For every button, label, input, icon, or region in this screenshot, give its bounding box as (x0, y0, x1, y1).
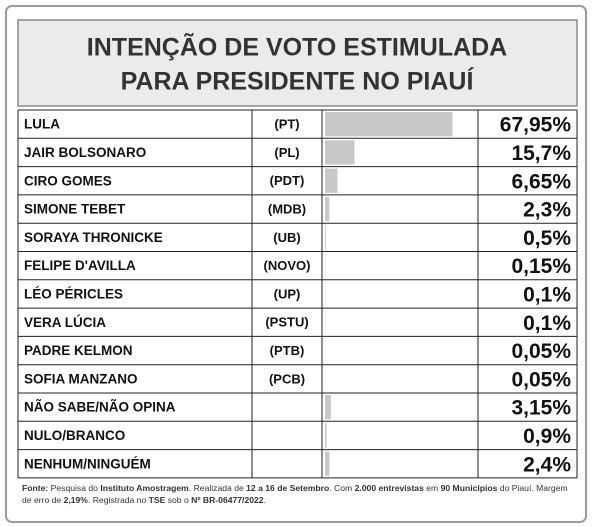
party: (PT) (274, 117, 299, 132)
value-label: 0,9% (523, 425, 571, 448)
source-text: em (423, 483, 441, 493)
candidate-name: SIMONE TEBET (24, 202, 126, 217)
party: (PDT) (270, 173, 305, 188)
bar (325, 140, 355, 165)
value-label: 6,65% (511, 170, 571, 193)
title-box (17, 19, 578, 107)
chart-title: INTENÇÃO DE VOTO ESTIMULADA (87, 32, 507, 62)
source-text: Pesquisa do (50, 483, 101, 493)
value-label: 0,05% (511, 368, 571, 391)
bar (325, 196, 330, 222)
source-text: do Piauí. Margem de erro de (22, 483, 568, 505)
bar (325, 225, 326, 250)
candidate-name: VERA LÚCIA (24, 315, 106, 330)
party: (MDB) (268, 201, 306, 216)
candidate-name: SOFIA MANZANO (24, 371, 138, 386)
source-text: Nº BR-06477/2022 (191, 495, 264, 505)
value-label: 0,05% (511, 340, 571, 363)
party: (UB) (273, 230, 300, 245)
value-label: 0,1% (523, 283, 571, 306)
candidate-name: LULA (24, 117, 60, 132)
bar (325, 395, 331, 420)
candidate-name: NULO/BRANCO (24, 428, 125, 443)
value-label: 15,7% (511, 142, 571, 165)
value-label: 0,15% (511, 255, 571, 278)
value-label: 0,1% (523, 312, 571, 335)
value-label: 2,4% (523, 453, 571, 476)
party: (PTB) (270, 343, 305, 358)
source-text: 90 Municípios (440, 483, 498, 493)
party: (PSTU) (265, 315, 308, 330)
value-label: 0,5% (523, 227, 571, 250)
source-text: . Registrada no (87, 495, 149, 505)
source-text: 2.000 entrevistas (354, 483, 424, 493)
source-text: sob o (165, 495, 192, 505)
candidate-name: PADRE KELMON (24, 343, 133, 358)
candidate-name: JAIR BOLSONARO (24, 145, 146, 160)
candidate-name: FELIPE D'AVILLA (24, 258, 136, 273)
source-text: TSE (148, 495, 166, 505)
value-label: 3,15% (511, 397, 571, 420)
candidate-name: NENHUM/NINGUÉM (24, 456, 151, 471)
source-note: Fonte: Pesquisa do Instituto Amostragem.… (22, 482, 574, 506)
bar (325, 168, 338, 193)
source-text: . Com (329, 483, 355, 493)
party: (PCB) (269, 371, 305, 386)
source-text: 2,19% (63, 495, 88, 505)
source-text: . (263, 495, 266, 505)
bar (325, 423, 327, 448)
source-text: Fonte: (22, 483, 51, 493)
candidate-name: CIRO GOMES (24, 173, 112, 188)
source-text: Instituto Amostragem (100, 483, 189, 493)
bar (325, 451, 330, 476)
candidate-name: LÉO PÉRICLES (24, 287, 123, 302)
source-text: . Realizada de (188, 483, 247, 493)
candidate-name: SORAYA THRONICKE (24, 230, 163, 245)
chart-title: PARA PRESIDENTE NO PIAUÍ (121, 67, 475, 96)
value-label: 67,95% (500, 114, 572, 137)
candidate-name: NÃO SABE/NÃO OPINA (24, 400, 176, 415)
source-text: 12 a 16 de Setembro (246, 483, 330, 493)
bar (325, 112, 453, 137)
party: (UP) (274, 286, 301, 301)
party: (PL) (274, 145, 299, 160)
value-label: 2,3% (523, 199, 571, 222)
party: (NOVO) (264, 258, 311, 273)
